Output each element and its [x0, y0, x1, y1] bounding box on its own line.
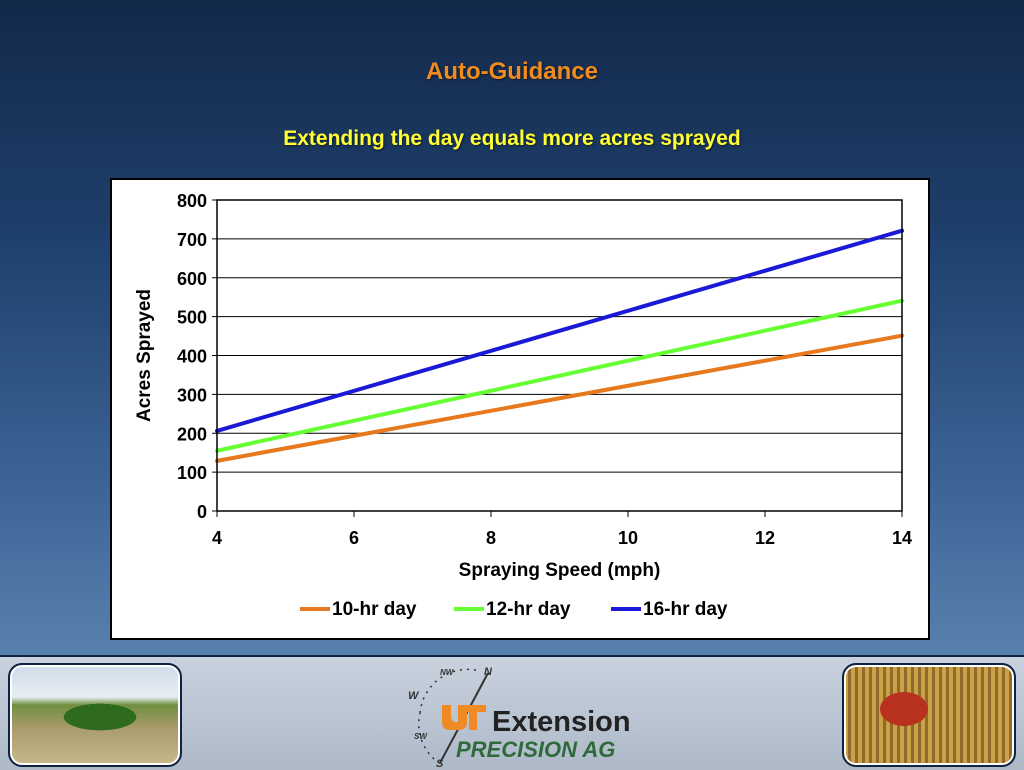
compass-label-w: W	[408, 690, 420, 702]
corn-harvest-photo	[842, 663, 1016, 767]
x-tick-label: 4	[212, 528, 222, 548]
logo-extension-text: Extension	[492, 706, 630, 738]
y-tick-label: 400	[177, 347, 207, 367]
x-axis-ticks: 4 6 8 10 12 14	[212, 511, 912, 548]
y-tick-label: 300	[177, 385, 207, 405]
x-tick-label: 10	[618, 528, 638, 548]
y-tick-label: 100	[177, 463, 207, 483]
legend-label-3: 16-hr day	[643, 599, 728, 620]
y-tick-label: 200	[177, 424, 207, 444]
x-tick-label: 12	[755, 528, 775, 548]
compass-label-sw: SW	[414, 732, 428, 741]
x-tick-label: 8	[486, 528, 496, 548]
logo-tagline: PRECISION AG	[456, 737, 615, 762]
series-line-1	[215, 333, 904, 463]
x-tick-label: 6	[349, 528, 359, 548]
y-tick-label: 800	[177, 191, 207, 211]
ut-mark-icon	[442, 705, 486, 730]
y-tick-label: 600	[177, 269, 207, 289]
compass-label-nw: NW	[440, 668, 455, 677]
legend-label-2: 12-hr day	[486, 599, 571, 620]
series-lines	[215, 228, 904, 463]
y-axis-ticks: 0 100 200 300 400 500 600 700 800	[177, 191, 217, 522]
compass-label-n: N	[484, 666, 493, 678]
chart-frame: 0 100 200 300 400 500 600 700 800 4 6 8 10 12 14 Acre…	[110, 178, 930, 640]
x-tick-label: 14	[892, 528, 912, 548]
y-tick-label: 0	[197, 502, 207, 522]
footer-banner: N NW W SW S Extension PRECISION AG	[0, 655, 1024, 770]
x-axis-label: Spraying Speed (mph)	[459, 560, 661, 581]
slide-subtitle: Extending the day equals more acres spra…	[283, 127, 741, 150]
y-tick-label: 500	[177, 308, 207, 328]
line-chart: 0 100 200 300 400 500 600 700 800 4 6 8 10 12 14 Acre…	[134, 191, 912, 620]
compass-label-s: S	[436, 758, 444, 767]
slide-title: Auto-Guidance	[426, 58, 598, 85]
legend-label-1: 10-hr day	[332, 599, 417, 620]
combine-harvester-photo	[8, 663, 182, 767]
series-line-3	[215, 228, 904, 433]
chart-legend: 10-hr day 12-hr day 16-hr day	[300, 599, 728, 620]
series-line-2	[215, 298, 904, 453]
ut-extension-precision-ag-logo: N NW W SW S Extension PRECISION AG	[408, 666, 630, 767]
y-tick-label: 700	[177, 230, 207, 250]
y-axis-label: Acres Sprayed	[134, 289, 155, 422]
